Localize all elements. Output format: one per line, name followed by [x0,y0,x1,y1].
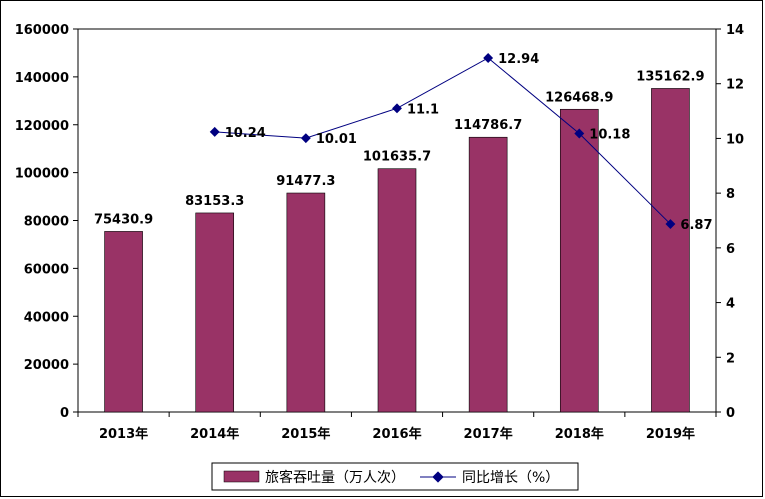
bar-value-label: 114786.7 [454,118,522,133]
left-tick-label: 80000 [24,215,69,230]
bar-value-label: 126468.9 [545,90,613,105]
bar [651,88,690,413]
growth-value-label: 12.94 [498,52,539,67]
right-tick-label: 6 [726,242,735,257]
right-tick-label: 10 [726,132,744,147]
bar-value-label: 91477.3 [276,174,335,189]
right-tick-label: 12 [726,78,744,93]
legend-box [211,462,579,491]
growth-line-series: 10.24 10.01 11.1 12.94 10.18 6.87 [209,52,713,233]
growth-value-label: 10.18 [589,128,630,143]
right-axis: 0 2 4 6 8 10 12 14 [716,23,744,421]
category-label: 2019年 [646,426,695,442]
left-tick-label: 40000 [24,310,69,325]
x-axis: 2013年 2014年 2015年 2016年 2017年 2018年 2019年 [77,412,717,442]
legend-bar-swatch [223,470,260,483]
category-label: 2013年 [99,426,148,442]
left-tick-label: 100000 [15,167,69,182]
left-tick-label: 140000 [15,71,69,86]
left-tick-label: 60000 [24,262,69,277]
legend-bar-label: 旅客吞吐量（万人次） [265,469,405,486]
legend-line-marker [432,471,444,483]
category-label: 2016年 [372,426,421,442]
growth-value-label: 10.24 [225,126,266,141]
category-label: 2017年 [464,426,513,442]
right-tick-label: 4 [726,297,735,312]
bar [468,136,508,413]
bar-value-label: 75430.9 [94,212,153,227]
bar-value-label: 101635.7 [363,150,431,165]
left-tick-label: 20000 [24,358,69,373]
bar-series: 75430.9 83153.3 91477.3 101635.7 114786.7 126… [94,69,705,413]
bar [377,168,417,413]
category-label: 2014年 [190,426,239,442]
bar [195,212,235,413]
growth-point [665,219,676,230]
bar [559,108,599,413]
growth-point [209,126,220,137]
left-tick-label: 160000 [15,23,69,38]
right-tick-label: 2 [726,351,735,366]
growth-point [300,133,311,144]
growth-line [214,57,671,225]
legend-line-label: 同比增长（%） [462,470,559,486]
growth-value-label: 11.1 [407,102,439,117]
legend: 旅客吞吐量（万人次） 同比增长（%） [211,462,579,491]
growth-point [574,128,585,139]
bar-value-label: 83153.3 [185,194,244,209]
growth-value-label: 10.01 [316,132,357,147]
right-tick-label: 14 [726,23,744,38]
growth-value-label: 6.87 [680,218,712,233]
bar [286,192,326,413]
right-tick-label: 0 [726,406,735,421]
left-tick-label: 120000 [15,119,69,134]
right-tick-label: 8 [726,187,735,202]
category-label: 2015年 [281,426,330,442]
bar [104,231,143,413]
bar-value-label: 135162.9 [636,69,704,84]
left-axis: 0 20000 40000 60000 80000 100000 120000 140000 1… [15,23,78,421]
left-tick-label: 0 [60,406,69,421]
category-label: 2018年 [555,426,604,442]
